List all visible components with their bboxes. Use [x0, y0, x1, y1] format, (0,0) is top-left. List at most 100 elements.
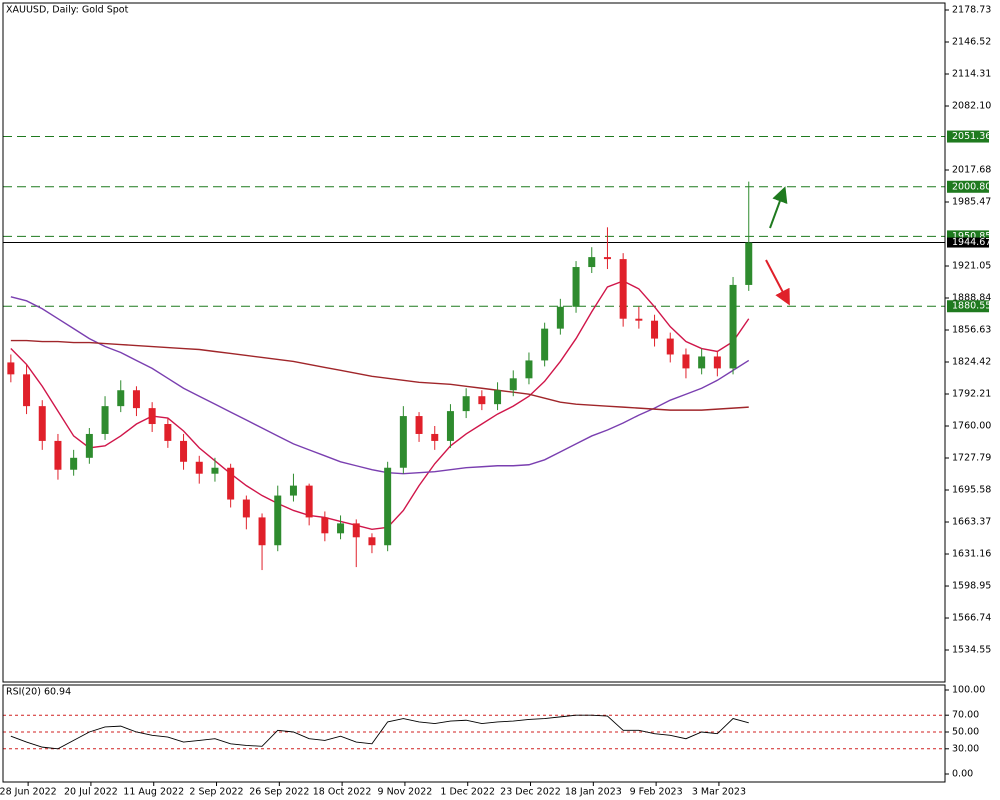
up-arrow: [769, 186, 788, 229]
candle-body: [101, 406, 109, 434]
x-tick-label: 23 Dec 2022: [500, 787, 561, 798]
y-tick-label: 30.00: [952, 743, 979, 754]
y-tick-label: 1534.55: [952, 644, 991, 655]
candle-body: [211, 467, 219, 474]
x-tick-label: 20 Jul 2022: [64, 787, 118, 798]
x-tick-label: 3 Mar 2023: [692, 787, 746, 798]
price-panel-frame: [2, 2, 946, 683]
y-tick-label: 2178.73: [952, 4, 991, 15]
y-tick-label: 2017.68: [952, 165, 991, 176]
candle-body: [289, 485, 297, 496]
candle-body: [635, 318, 643, 321]
y-tick-label: 1727.79: [952, 453, 991, 464]
candle-body: [729, 284, 737, 369]
candle-body: [368, 537, 376, 546]
candle-body: [698, 356, 706, 369]
x-tick-label: 1 Dec 2022: [440, 787, 495, 798]
y-tick-label: 70.00: [952, 710, 979, 721]
last-price-label: 1944.67: [952, 237, 991, 248]
candle-body: [321, 517, 329, 534]
candle-body: [494, 390, 502, 405]
candle-body: [745, 242, 753, 285]
moving-average: [10, 339, 749, 411]
y-tick-label: 1663.37: [952, 517, 991, 528]
candle-body: [415, 416, 423, 434]
candle-body: [164, 424, 172, 441]
y-tick-label: 2114.31: [952, 68, 991, 79]
candle-body: [572, 267, 580, 307]
last-price-box: [947, 237, 989, 248]
candle-body: [666, 338, 674, 355]
candle-body: [54, 440, 62, 470]
level-label: 2000.80: [952, 181, 991, 192]
candle-body: [227, 467, 235, 500]
candle-body: [384, 467, 392, 546]
candle-body: [7, 362, 15, 375]
candle-body: [180, 440, 188, 462]
y-tick-label: 0.00: [952, 769, 973, 780]
x-tick-label: 9 Nov 2022: [378, 787, 433, 798]
chart-title: XAUUSD, Daily: Gold Spot: [6, 5, 129, 16]
x-tick-label: 2 Sep 2022: [189, 787, 243, 798]
x-tick-label: 11 Aug 2022: [123, 787, 184, 798]
candle-body: [446, 411, 454, 441]
y-tick-label: 1631.16: [952, 549, 991, 560]
candle-body: [462, 396, 470, 412]
level-label: 1950.85: [952, 231, 991, 242]
candle-body: [478, 396, 486, 405]
candle-body: [525, 360, 533, 379]
candle-body: [603, 257, 611, 260]
candle-body: [588, 257, 596, 268]
y-tick-label: 1921.05: [952, 261, 991, 272]
x-tick-label: 28 Jun 2022: [0, 787, 57, 798]
level-label-box: [947, 180, 989, 193]
y-tick-label: 1856.63: [952, 325, 991, 336]
y-tick-label: 2146.52: [952, 36, 991, 47]
rsi-title: RSI(20) 60.94: [6, 687, 71, 698]
candle-body: [509, 378, 517, 391]
y-tick-label: 1598.95: [952, 581, 991, 592]
y-tick-label: 1985.47: [952, 197, 991, 208]
candle-body: [258, 517, 266, 546]
candle-body: [242, 499, 250, 518]
y-tick-label: 1760.00: [952, 421, 991, 432]
candle-body: [651, 320, 659, 339]
y-tick-label: 50.00: [952, 727, 979, 738]
y-tick-label: 1888.84: [952, 293, 991, 304]
down-arrow: [765, 259, 790, 306]
candle-body: [713, 356, 721, 369]
moving-average: [10, 296, 750, 475]
y-tick-label: 2082.10: [952, 100, 991, 111]
candle-body: [148, 408, 156, 425]
x-tick-label: 9 Feb 2023: [630, 787, 683, 798]
candle-body: [274, 495, 282, 546]
candle-body: [682, 354, 690, 369]
rsi-line: [10, 714, 749, 750]
rsi-panel-frame: [2, 684, 946, 783]
level-label: 2051.36: [952, 131, 991, 142]
y-tick-label: 1824.42: [952, 357, 991, 368]
candle-body: [431, 433, 439, 441]
level-label: 1880.55: [952, 301, 991, 312]
y-tick-label: 100.00: [952, 684, 985, 695]
y-tick-label: 1566.74: [952, 613, 991, 624]
candle-body: [70, 457, 78, 470]
x-tick-label: 26 Sep 2022: [249, 787, 309, 798]
y-tick-label: 1792.21: [952, 389, 991, 400]
candle-body: [619, 259, 627, 319]
candle-body: [337, 523, 345, 534]
candle-body: [195, 461, 203, 474]
candle-body: [305, 485, 313, 518]
x-tick-label: 18 Jan 2023: [565, 787, 622, 798]
candle-body: [541, 328, 549, 361]
candle-body: [38, 406, 46, 441]
candle-body: [132, 390, 140, 409]
level-label-box: [947, 300, 989, 313]
candle-body: [85, 433, 93, 458]
y-tick-label: 1695.58: [952, 485, 991, 496]
candle-body: [556, 306, 564, 329]
candle-body: [23, 374, 31, 407]
plot-layer: [3, 136, 945, 750]
candle-body: [117, 390, 125, 407]
